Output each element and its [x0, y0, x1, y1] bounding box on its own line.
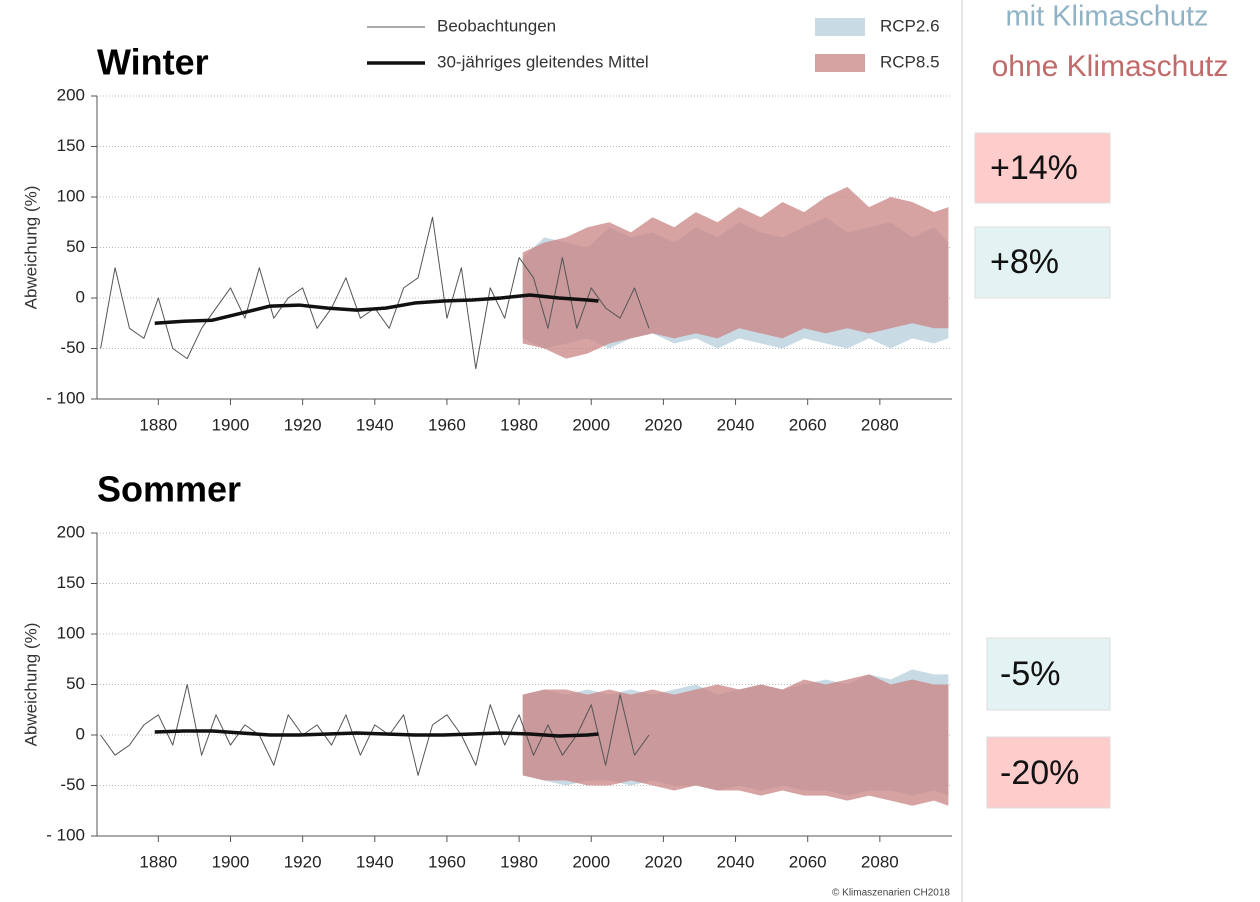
change-box	[986, 637, 1111, 711]
change-box	[974, 132, 1111, 204]
x-tick-label: 2000	[572, 415, 610, 434]
y-tick-label: - 100	[46, 388, 85, 407]
y-tick-label: -50	[60, 775, 85, 794]
x-tick-label: 2000	[572, 852, 610, 871]
x-tick-label: 1940	[356, 852, 394, 871]
legend-swatch	[815, 54, 865, 72]
legend-swatch	[815, 18, 865, 36]
change-box	[986, 736, 1111, 809]
y-tick-label: 0	[76, 287, 85, 306]
x-tick-label: 2020	[644, 415, 682, 434]
legend-label: Beobachtungen	[437, 16, 556, 35]
y-tick-label: 200	[57, 85, 85, 104]
change-label: -5%	[1000, 655, 1060, 693]
change-label: +14%	[990, 149, 1078, 187]
legend-label: RCP2.6	[880, 16, 940, 35]
y-axis-label: Abweichung (%)	[21, 623, 40, 747]
x-tick-label: 1880	[139, 852, 177, 871]
y-tick-label: 0	[76, 724, 85, 743]
x-tick-label: 2040	[717, 415, 755, 434]
line	[154, 729, 599, 738]
change-label: -20%	[1000, 754, 1079, 792]
x-tick-label: 2040	[717, 852, 755, 871]
band	[522, 186, 949, 359]
side-label: ohne Klimaschutz	[992, 50, 1229, 83]
chart-title: Sommer	[97, 469, 241, 510]
x-tick-label: 1960	[428, 415, 466, 434]
x-tick-label: 1980	[500, 852, 538, 871]
x-tick-label: 2060	[789, 415, 827, 434]
line	[154, 293, 599, 325]
line	[100, 684, 650, 776]
x-tick-label: 2080	[861, 852, 899, 871]
x-tick-label: 1920	[284, 415, 322, 434]
x-tick-label: 1900	[212, 852, 250, 871]
y-tick-label: 150	[57, 136, 85, 155]
legend-label: 30-jähriges gleitendes Mittel	[437, 52, 649, 71]
y-tick-label: - 100	[46, 825, 85, 844]
x-tick-label: 2020	[644, 852, 682, 871]
x-tick-label: 1880	[139, 415, 177, 434]
y-tick-label: 100	[57, 623, 85, 642]
chart-title: Winter	[97, 42, 209, 83]
x-tick-label: 1980	[500, 415, 538, 434]
side-label: mit Klimaschutz	[1005, 1, 1208, 33]
y-tick-label: 50	[66, 674, 85, 693]
y-tick-label: 200	[57, 522, 85, 541]
y-axis-label: Abweichung (%)	[21, 186, 40, 310]
legend-label: RCP8.5	[880, 52, 940, 71]
x-tick-label: 2060	[789, 852, 827, 871]
y-tick-label: -50	[60, 338, 85, 357]
x-tick-label: 1900	[212, 415, 250, 434]
x-tick-label: 1940	[356, 415, 394, 434]
band	[522, 674, 949, 806]
change-label: +8%	[990, 243, 1059, 281]
y-tick-label: 150	[57, 573, 85, 592]
x-tick-label: 1960	[428, 852, 466, 871]
credit: © Klimaszenarien CH2018	[832, 888, 950, 899]
x-tick-label: 2080	[861, 415, 899, 434]
y-tick-label: 50	[66, 237, 85, 256]
change-box	[974, 226, 1111, 299]
x-tick-label: 1920	[284, 852, 322, 871]
y-tick-label: 100	[57, 186, 85, 205]
